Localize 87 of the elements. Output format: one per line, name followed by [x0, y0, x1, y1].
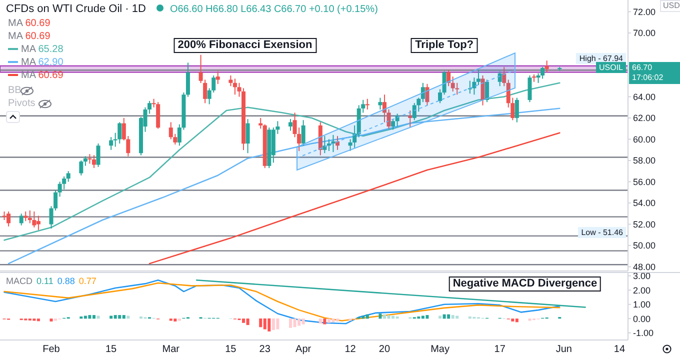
- y-tick-label: 62.00: [633, 113, 656, 124]
- candlestick: [485, 79, 490, 103]
- candlestick: [24, 210, 28, 222]
- annotation: MA 60.69: [8, 18, 50, 29]
- x-tick-label: 14: [614, 344, 626, 355]
- annotation: High - 67.94: [576, 53, 626, 64]
- x-tick-label: 12: [344, 344, 356, 355]
- candlestick: [528, 74, 532, 103]
- candlestick: [79, 160, 84, 176]
- x-tick-label: 20: [378, 344, 390, 355]
- candlestick: [365, 98, 370, 110]
- y-tick-label: 2.00: [633, 285, 651, 296]
- candlestick: [109, 136, 114, 150]
- candlestick: [476, 70, 480, 86]
- candlestick: [442, 70, 446, 96]
- candlestick: [391, 118, 396, 130]
- chart-title: CFDs on WTI Crude Oil · 1D: [6, 3, 146, 15]
- annotation: MA 60.69: [8, 31, 50, 42]
- candlestick: [382, 94, 386, 123]
- candlestick: [66, 170, 70, 182]
- candlestick: [386, 108, 391, 130]
- legend-label: MA 60.69: [21, 70, 64, 81]
- candlestick: [498, 70, 502, 87]
- y-tick-label: 0.00: [633, 314, 651, 324]
- candlestick: [450, 76, 455, 92]
- candlestick: [408, 110, 412, 128]
- text: 66.70: [632, 63, 654, 73]
- candlestick: [118, 122, 122, 144]
- x-tick-label: Mar: [162, 344, 180, 355]
- x-tick-label: 15: [225, 344, 237, 355]
- candlestick: [438, 88, 442, 104]
- y-tick-label: 50.00: [633, 240, 656, 251]
- x-tick-label: Apr: [296, 344, 312, 355]
- x-tick-label: May: [430, 344, 450, 355]
- annotation: BB: [8, 84, 22, 97]
- x-tick-label: 17: [494, 344, 506, 355]
- candlestick: [514, 97, 519, 123]
- annotation: MACD 0.11 0.88 0.77: [6, 276, 96, 286]
- text: 17:06:02: [632, 73, 664, 83]
- y-tick-label: 64.00: [633, 92, 656, 102]
- candlestick: [352, 124, 357, 148]
- y-tick-label: 54.00: [633, 198, 656, 208]
- candlestick: [480, 74, 485, 106]
- annotation: USOIL: [596, 62, 626, 73]
- candlestick: [96, 142, 100, 168]
- candlestick: [88, 154, 92, 164]
- candlestick: [6, 210, 11, 227]
- x-tick-label: 23: [259, 344, 271, 355]
- candlestick: [19, 213, 24, 226]
- annotation: Triple Top?: [411, 38, 478, 54]
- band-label: 200% Fibonacci Exension: [174, 38, 316, 53]
- candlestick: [502, 66, 506, 87]
- x-tick-label: Jun: [556, 344, 572, 355]
- annotation: Negative MACD Divergence: [448, 276, 602, 292]
- candlestick: [288, 118, 293, 132]
- candlestick: [28, 210, 32, 224]
- candlestick: [378, 97, 382, 110]
- y-tick-label: 70.00: [633, 28, 656, 38]
- y-tick-label: -1.00: [633, 328, 654, 338]
- candlestick: [544, 60, 549, 73]
- candlestick: [425, 83, 430, 106]
- candlestick: [92, 154, 96, 168]
- y-tick-label: 58.00: [633, 156, 656, 166]
- legend-label: MA 65.28: [21, 44, 64, 55]
- annotation: Pivots: [8, 97, 36, 110]
- text: USD: [660, 0, 680, 12]
- candlestick: [446, 70, 451, 87]
- x-tick-label: 15: [106, 344, 118, 355]
- candlestick: [156, 102, 160, 130]
- annotation: Low - 51.46: [578, 227, 626, 238]
- candlestick: [36, 215, 40, 231]
- y-tick-label: 52.00: [633, 219, 656, 230]
- y-tick-label: 48.00: [633, 262, 656, 272]
- legend-label: MA 62.90: [21, 57, 64, 68]
- y-tick-label: 3.00: [633, 271, 651, 282]
- y-tick-label: 60.00: [633, 134, 656, 144]
- candlestick: [322, 136, 327, 154]
- y-tick-label: 1.00: [633, 300, 651, 310]
- y-tick-label: 72.00: [633, 6, 656, 17]
- candlestick: [83, 156, 88, 166]
- chart-subtitle: O66.60 H66.80 L66.43 C66.70 +0.10 (+0.15%): [170, 4, 378, 15]
- candlestick: [32, 210, 36, 228]
- y-tick-label: 56.00: [633, 176, 656, 187]
- candlestick: [468, 80, 472, 94]
- x-tick-label: Feb: [42, 344, 60, 355]
- candlestick: [420, 82, 425, 103]
- candlestick: [540, 66, 545, 80]
